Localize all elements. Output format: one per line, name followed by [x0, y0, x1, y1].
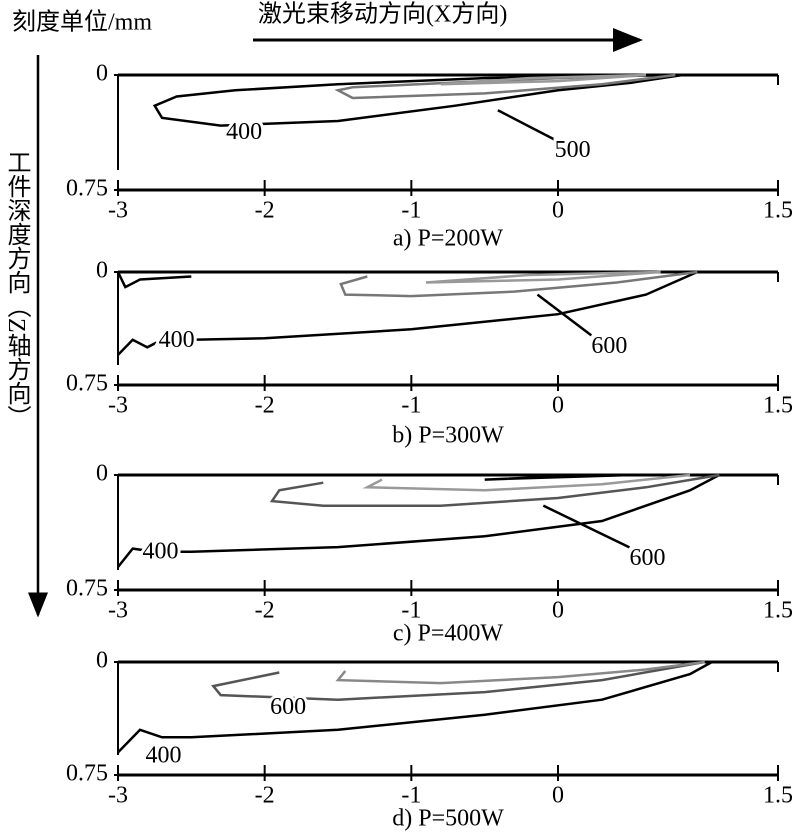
contour-label: 400: [145, 742, 181, 768]
contour-label: 600: [591, 333, 627, 359]
contour-line: [117, 270, 698, 356]
contour-line: [269, 473, 720, 507]
y-tick-label: 0: [96, 61, 108, 87]
contour-line: [425, 270, 661, 284]
contour-line: [335, 660, 705, 685]
contour-line: [116, 271, 192, 289]
contour-line: [117, 660, 713, 754]
y-tick-label: 0: [96, 461, 108, 487]
y-tick-label: 0.75: [66, 761, 108, 787]
x-tick-label: 1.5: [763, 198, 793, 224]
leader-line: [536, 293, 593, 337]
x-tick-label: 1.5: [763, 393, 793, 419]
x-tick-label: -3: [108, 393, 128, 419]
leader-line: [542, 504, 631, 549]
x-tick-label: -1: [401, 198, 421, 224]
y-tick-label: 0: [96, 258, 108, 284]
x-tick-label: -2: [255, 598, 275, 624]
contour-line: [362, 473, 691, 492]
caption: c) P=400W: [393, 621, 504, 647]
contour-label: 600: [270, 694, 306, 720]
x-tick-label: 1.5: [763, 783, 793, 809]
x-tick-label: -3: [108, 198, 128, 224]
contour-label: 500: [555, 137, 591, 163]
x-tick-label: 0: [552, 198, 564, 224]
y-tick-label: 0: [96, 648, 108, 674]
contour-line: [440, 73, 647, 86]
leader-line: [497, 109, 556, 141]
contour-label: 600: [629, 545, 665, 571]
x-tick-label: 0: [552, 598, 564, 624]
x-direction-label: 激光束移动方向(X方向): [258, 1, 507, 28]
caption: a) P=200W: [393, 226, 504, 252]
x-tick-label: -2: [255, 393, 275, 419]
x-tick-label: -3: [108, 783, 128, 809]
x-tick-label: 1.5: [763, 598, 793, 624]
caption: b) P=300W: [392, 423, 504, 449]
x-tick-label: -2: [255, 198, 275, 224]
x-tick-label: 0: [552, 393, 564, 419]
contour-label: 400: [143, 539, 179, 565]
y-tick-label: 0.75: [66, 576, 108, 602]
contour-line: [484, 473, 632, 481]
contour-label: 400: [159, 327, 195, 353]
contour-line: [339, 270, 698, 298]
contour-label: 400: [226, 119, 262, 145]
z-direction-label: 工件深度方向（Z轴方向）: [3, 150, 31, 429]
x-tick-label: -1: [401, 393, 421, 419]
x-tick-label: -1: [401, 783, 421, 809]
caption: d) P=500W: [392, 806, 504, 832]
unit-label: 刻度单位/mm: [12, 9, 152, 36]
y-tick-label: 0.75: [66, 371, 108, 397]
x-tick-label: -1: [401, 598, 421, 624]
contour-line: [152, 73, 683, 127]
contour-line: [211, 660, 705, 701]
contour-line: [117, 473, 720, 568]
x-tick-label: -3: [108, 598, 128, 624]
x-tick-label: -2: [255, 783, 275, 809]
y-tick-label: 0.75: [66, 176, 108, 202]
x-tick-label: 0: [552, 783, 564, 809]
